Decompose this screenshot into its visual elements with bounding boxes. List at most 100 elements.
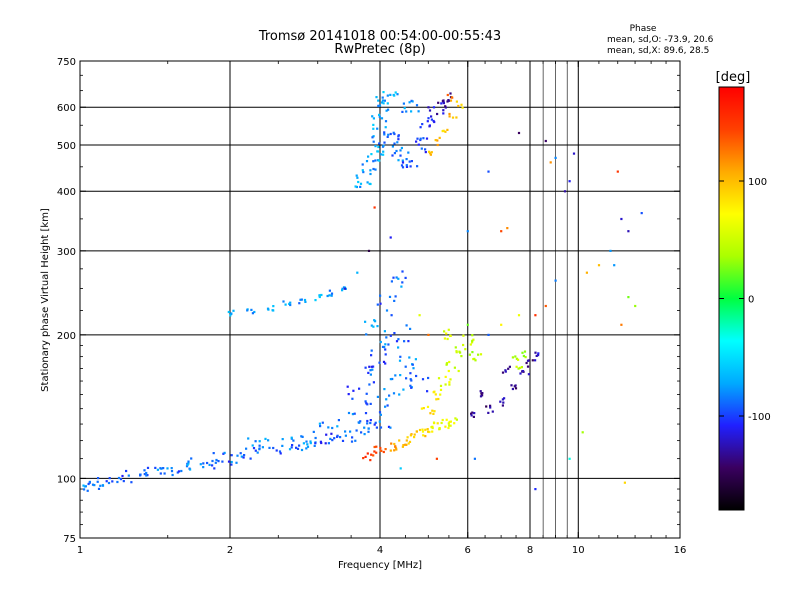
data-point [427, 430, 430, 433]
data-point [360, 431, 363, 434]
data-point [379, 446, 382, 450]
data-point [275, 449, 278, 452]
data-point [369, 172, 372, 176]
data-point [347, 411, 351, 415]
data-point [434, 393, 437, 396]
data-point [369, 459, 372, 462]
y-axis-label: Stationary phase Virtual Height [km] [40, 208, 51, 392]
data-point [418, 428, 422, 432]
data-point [418, 314, 421, 317]
data-point [292, 439, 295, 442]
data-point [389, 132, 392, 136]
data-point [254, 449, 257, 452]
data-point [401, 445, 404, 448]
data-point [372, 325, 375, 328]
data-point [343, 287, 346, 290]
data-point [361, 169, 364, 172]
data-point [371, 136, 374, 139]
data-point [180, 469, 183, 473]
data-point [341, 287, 344, 290]
data-point [487, 170, 490, 173]
data-point [371, 368, 374, 371]
x-tick-label: 10 [572, 545, 585, 556]
data-point [501, 371, 505, 374]
data-point [417, 143, 420, 146]
data-point [448, 383, 451, 386]
data-point [393, 442, 396, 446]
axes: 1 2 4 6 8 10 16 75 100 200 300 400 500 600 750 [57, 57, 686, 556]
data-point [369, 402, 372, 405]
y-tick-label: 750 [57, 57, 76, 68]
data-point [382, 450, 385, 454]
data-point [242, 456, 245, 459]
data-point [421, 430, 425, 433]
data-point [430, 426, 433, 429]
data-point [284, 303, 287, 306]
y-tick-label: 600 [57, 103, 76, 114]
data-point [380, 117, 384, 120]
data-point [383, 131, 386, 134]
colorbar: 100 0 -100 [718, 86, 771, 511]
data-point [364, 455, 367, 458]
data-point [409, 378, 412, 381]
data-point [435, 457, 438, 460]
data-point [446, 93, 449, 97]
data-point [223, 451, 226, 454]
data-point [365, 160, 369, 163]
data-point [426, 405, 430, 408]
data-point [514, 384, 517, 387]
data-point [537, 354, 540, 357]
data-point [448, 360, 451, 364]
data-point [364, 366, 367, 369]
data-point [357, 421, 360, 424]
data-point [466, 323, 469, 326]
data-point [380, 101, 384, 104]
data-point [525, 361, 528, 365]
data-point [422, 434, 425, 437]
data-point [374, 159, 377, 162]
data-point [240, 455, 243, 458]
data-point [434, 139, 437, 142]
x-tick-label: 16 [674, 545, 687, 556]
data-point [351, 397, 354, 400]
data-point [385, 398, 388, 401]
data-point [299, 298, 302, 301]
data-point [417, 110, 420, 113]
data-point [344, 434, 347, 437]
data-point [430, 118, 433, 121]
data-point [130, 481, 133, 484]
data-point [408, 440, 412, 443]
data-point [352, 389, 355, 392]
data-point [379, 302, 382, 305]
data-point [229, 314, 232, 317]
data-point [535, 354, 538, 357]
data-point [214, 461, 217, 464]
data-point [433, 120, 436, 124]
data-point [127, 474, 130, 477]
data-point [143, 469, 146, 472]
data-point [364, 400, 367, 403]
data-point [613, 264, 616, 267]
y-tick-label: 200 [57, 331, 76, 342]
data-point [367, 427, 370, 430]
data-point [420, 147, 423, 150]
data-point [466, 230, 469, 233]
data-point [428, 152, 432, 155]
data-point [479, 395, 483, 398]
data-point [99, 484, 102, 487]
data-point [373, 206, 376, 209]
x-tick-label: 1 [77, 545, 83, 556]
data-point [554, 156, 557, 159]
data-point [306, 443, 309, 446]
data-point [464, 348, 467, 351]
data-point [318, 422, 321, 425]
data-point [427, 117, 430, 120]
data-point [312, 430, 315, 433]
data-point [449, 334, 452, 337]
data-point [327, 442, 330, 445]
data-point [408, 356, 411, 359]
data-point [522, 354, 525, 358]
data-point [472, 415, 475, 418]
data-point [378, 115, 381, 118]
data-point [351, 436, 354, 439]
